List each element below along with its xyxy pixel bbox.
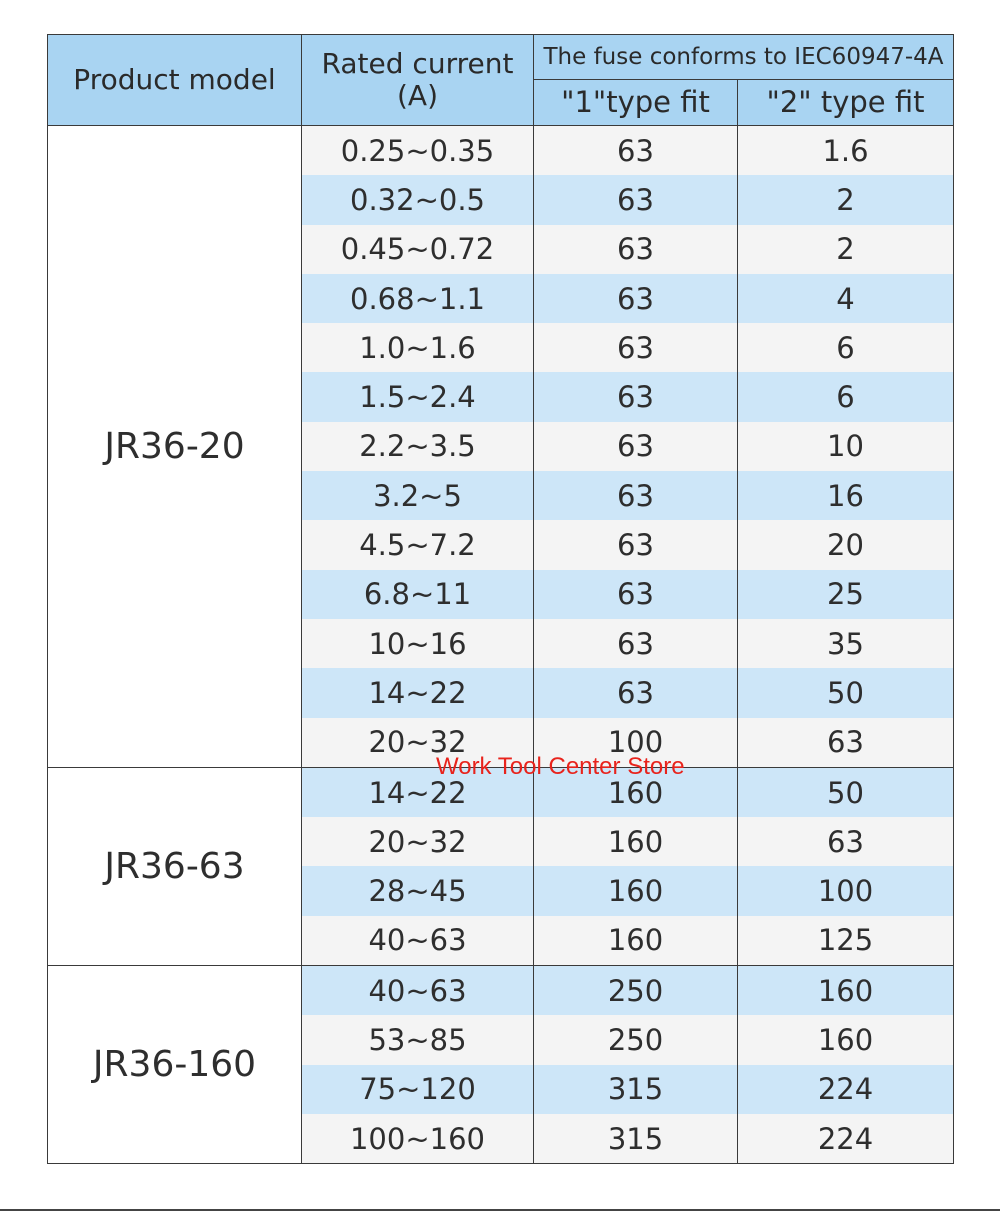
type1-fit-cell: 63	[533, 421, 738, 472]
product-model-cell: JR36-63	[47, 766, 302, 967]
rated-current-cell: 0.68~1.1	[301, 273, 534, 324]
type2-fit-cell: 160	[737, 1015, 954, 1065]
rated-current-cell: 2.2~3.5	[301, 421, 534, 472]
rated-current-cell: 20~32	[301, 817, 534, 867]
type1-fit-cell: 63	[533, 618, 738, 669]
type1-fit-cell: 63	[533, 520, 738, 570]
table-row: 0.68~1.1 63 4	[48, 273, 954, 324]
type2-fit-cell: 100	[737, 866, 954, 916]
store-watermark: Work Tool Center Store	[436, 753, 685, 780]
table-row: 0.45~0.72 63 2	[48, 224, 954, 274]
product-model-cell: JR36-20	[47, 125, 302, 768]
type2-fit-cell: 63	[737, 817, 954, 867]
type1-fit-cell: 63	[533, 175, 738, 225]
type1-fit-cell: 100	[533, 717, 738, 768]
table-row: 100~160 315 224	[48, 1113, 954, 1164]
bottom-divider	[0, 1209, 1000, 1211]
table-row: JR36-20 0.25~0.35 63 1.6	[47, 125, 954, 768]
type1-fit-cell: 63	[533, 273, 738, 324]
rated-current-cell: 10~16	[301, 618, 534, 669]
type1-fit-cell: 315	[533, 1064, 738, 1114]
type2-fit-cell: 6	[737, 323, 954, 373]
rated-current-cell: 3.2~5	[301, 471, 534, 521]
table-row: 20~32 160 63	[48, 817, 954, 867]
table-row: 40~63 160 125	[48, 915, 954, 966]
header-product-model: Product model	[47, 34, 302, 126]
header-rated-current: Rated current (A)	[301, 34, 534, 126]
type2-fit-cell: 63	[737, 717, 954, 768]
table-row: 4.5~7.2 63 20	[48, 520, 954, 570]
rated-current-cell: 6.8~11	[301, 569, 534, 619]
rated-current-cell: 0.32~0.5	[301, 175, 534, 225]
table-header: Product model Rated current (A) The fuse…	[47, 34, 954, 126]
type1-fit-cell: 63	[533, 323, 738, 373]
rated-current-cell: 40~63	[301, 915, 534, 966]
type2-fit-cell: 224	[737, 1113, 954, 1164]
table-row: 75~120 315 224	[48, 1064, 954, 1114]
type2-fit-cell: 224	[737, 1064, 954, 1114]
rated-current-cell: 1.5~2.4	[301, 372, 534, 422]
rated-current-cell: 75~120	[301, 1064, 534, 1114]
rated-current-cell: 0.25~0.35	[301, 125, 534, 176]
table-body: JR36-20 0.25~0.35 63 1.6 0.32~0.5 63 2 0.45~0.7…	[47, 125, 954, 1165]
table-row: 20~32 100 63	[48, 717, 954, 768]
rated-current-cell: 4.5~7.2	[301, 520, 534, 570]
type1-fit-cell: 160	[533, 766, 738, 818]
type2-fit-cell: 20	[737, 520, 954, 570]
fuse-spec-table: Product model Rated current (A) The fuse…	[47, 34, 954, 1165]
type1-fit-cell: 63	[533, 224, 738, 274]
table-row: 2.2~3.5 63 10	[48, 421, 954, 472]
type2-fit-cell: 50	[737, 766, 954, 818]
type1-fit-cell: 63	[533, 125, 738, 176]
table-row: 28~45 160 100	[48, 866, 954, 916]
rated-current-cell: 14~22	[301, 766, 534, 818]
table-row: 1.0~1.6 63 6	[48, 323, 954, 373]
rated-current-cell: 20~32	[301, 717, 534, 768]
table-row: JR36-160 40~63 250 160	[47, 965, 954, 1165]
type2-fit-cell: 10	[737, 421, 954, 472]
type1-fit-cell: 160	[533, 915, 738, 966]
header-fuse-standard: The fuse conforms to IEC60947-4A	[533, 34, 954, 80]
rated-current-cell: 14~22	[301, 668, 534, 718]
product-model-cell: JR36-160	[47, 965, 302, 1165]
table-row: 0.32~0.5 63 2	[48, 175, 954, 225]
type2-fit-cell: 6	[737, 372, 954, 422]
header-type2-fit: "2" type fit	[737, 79, 954, 126]
type1-fit-cell: 315	[533, 1113, 738, 1164]
type1-fit-cell: 63	[533, 372, 738, 422]
type1-fit-cell: 160	[533, 817, 738, 867]
type2-fit-cell: 2	[737, 224, 954, 274]
type1-fit-cell: 160	[533, 866, 738, 916]
table-row: JR36-63 14~22 160 50	[47, 766, 954, 967]
rated-current-cell: 100~160	[301, 1113, 534, 1164]
type2-fit-cell: 160	[737, 965, 954, 1016]
rated-current-cell: 53~85	[301, 1015, 534, 1065]
type2-fit-cell: 2	[737, 175, 954, 225]
type2-fit-cell: 125	[737, 915, 954, 966]
type1-fit-cell: 63	[533, 569, 738, 619]
type2-fit-cell: 35	[737, 618, 954, 669]
table-row: 14~22 63 50	[48, 668, 954, 718]
header-rated-current-unit: (A)	[396, 79, 438, 112]
type1-fit-cell: 63	[533, 668, 738, 718]
type1-fit-cell: 250	[533, 965, 738, 1016]
type1-fit-cell: 250	[533, 1015, 738, 1065]
header-rated-current-line1: Rated current	[321, 46, 514, 80]
table-row: 53~85 250 160	[48, 1015, 954, 1065]
table-row: 10~16 63 35	[48, 618, 954, 669]
header-type1-fit: "1"type fit	[533, 79, 738, 126]
rated-current-cell: 0.45~0.72	[301, 224, 534, 274]
type2-fit-cell: 4	[737, 273, 954, 324]
type1-fit-cell: 63	[533, 471, 738, 521]
table-row: 6.8~11 63 25	[48, 569, 954, 619]
rated-current-cell: 1.0~1.6	[301, 323, 534, 373]
type2-fit-cell: 16	[737, 471, 954, 521]
rated-current-cell: 40~63	[301, 965, 534, 1016]
rated-current-cell: 28~45	[301, 866, 534, 916]
table-row: 3.2~5 63 16	[48, 471, 954, 521]
type2-fit-cell: 1.6	[737, 125, 954, 176]
table-row: 1.5~2.4 63 6	[48, 372, 954, 422]
type2-fit-cell: 50	[737, 668, 954, 718]
type2-fit-cell: 25	[737, 569, 954, 619]
